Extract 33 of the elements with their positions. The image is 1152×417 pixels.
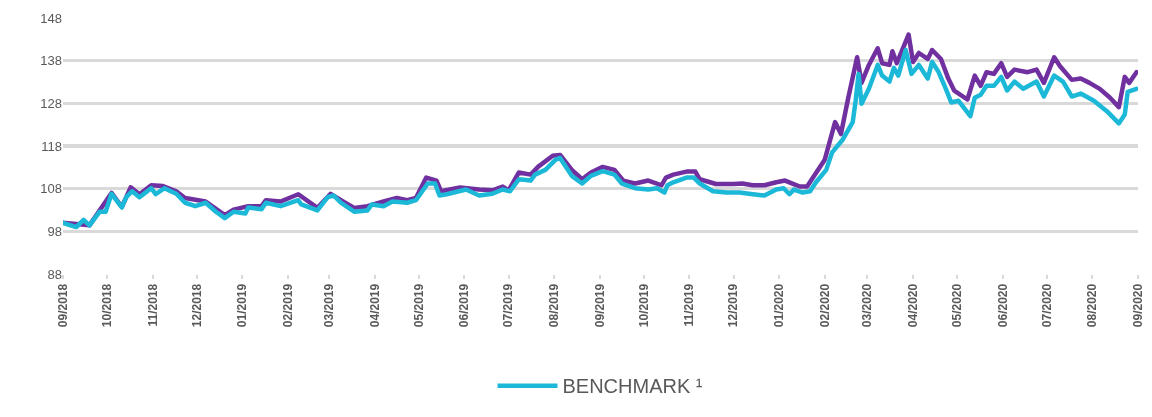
x-tick-label: 09/2019: [592, 283, 607, 328]
y-tick-label: 98: [47, 223, 62, 239]
y-tick-label: 88: [47, 266, 62, 282]
y-tick-label: 128: [40, 95, 62, 111]
x-tick-label: 01/2020: [772, 283, 787, 328]
x-tick-label: 12/2019: [726, 283, 741, 328]
x-tick-label: 12/2018: [189, 283, 204, 328]
y-tick-label: 148: [40, 10, 62, 26]
x-tick-label: 03/2020: [860, 283, 875, 328]
x-tick-label: 07/2020: [1039, 283, 1054, 328]
x-tick-label: 07/2019: [501, 283, 516, 328]
x-tick-label: 05/2020: [950, 283, 965, 328]
x-tick-label: 10/2018: [100, 283, 115, 328]
x-tick-label: 08/2019: [547, 283, 562, 328]
x-tick-label: 10/2019: [636, 283, 651, 328]
x-tick-label: 02/2020: [817, 283, 832, 328]
x-tick-label: 03/2019: [322, 283, 337, 328]
x-tick-label: 02/2019: [280, 283, 295, 328]
x-tick-label: 09/2018: [55, 283, 70, 328]
x-tick-label: 04/2020: [905, 283, 920, 328]
x-tick-label: 11/2019: [682, 283, 697, 327]
x-tick-label: 06/2020: [995, 283, 1010, 328]
x-tick-label: 06/2019: [457, 283, 472, 328]
y-tick-label: 108: [40, 181, 62, 197]
x-tick-label: 09/2020: [1130, 283, 1145, 328]
x-tick-label: 08/2020: [1085, 283, 1100, 328]
x-tick-label: 01/2019: [235, 283, 250, 328]
x-tick-label: 04/2019: [367, 283, 382, 328]
x-tick-label: 11/2018: [145, 283, 160, 327]
legend-label: BENCHMARK ¹: [562, 375, 703, 398]
y-tick-label: 138: [40, 53, 62, 69]
x-tick-label: 05/2019: [411, 283, 426, 328]
y-tick-label: 118: [41, 138, 62, 154]
